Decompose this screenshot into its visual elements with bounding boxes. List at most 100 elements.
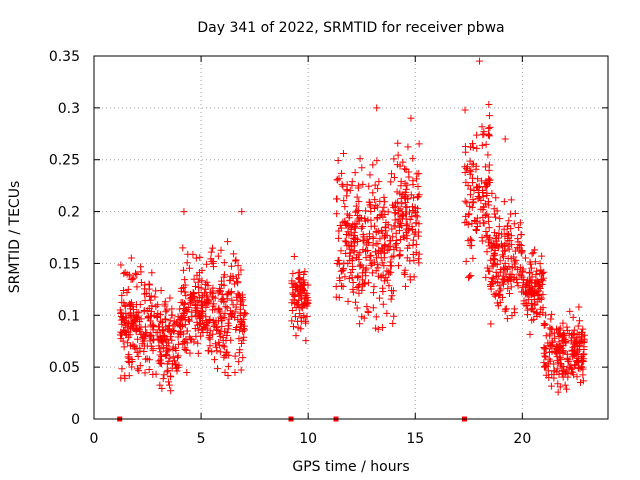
data-point — [365, 182, 373, 190]
tick-labels: 0 5 10 15 20 0 0.05 0.1 0.15 0.2 0.25 0.3 0.35 — [49, 49, 531, 447]
data-point — [343, 242, 351, 250]
data-point — [468, 237, 476, 245]
data-point — [209, 302, 217, 310]
data-point — [290, 252, 298, 260]
data-point — [157, 286, 165, 294]
data-point — [158, 353, 166, 361]
data-point — [187, 335, 195, 343]
data-point — [364, 307, 372, 315]
y-tick-label: 0 — [71, 412, 80, 428]
data-point — [503, 230, 511, 238]
data-point — [513, 279, 521, 287]
data-point — [360, 237, 368, 245]
data-point — [409, 225, 417, 233]
data-point — [296, 283, 304, 291]
data-point — [469, 198, 477, 206]
data-point — [528, 273, 536, 281]
data-point — [343, 210, 351, 218]
data-point — [385, 282, 393, 290]
data-point — [372, 324, 380, 332]
data-point — [399, 158, 407, 166]
data-point — [299, 304, 307, 312]
data-point — [181, 307, 189, 314]
data-point — [183, 339, 191, 347]
data-point — [149, 371, 157, 379]
data-point — [207, 288, 215, 296]
data-point — [355, 207, 363, 215]
data-point — [569, 350, 577, 358]
data-point — [163, 335, 171, 343]
data-point — [548, 310, 556, 318]
data-point — [134, 352, 142, 360]
data-point — [573, 373, 581, 381]
data-point — [146, 296, 154, 304]
data-point — [159, 343, 167, 351]
data-point — [378, 259, 386, 267]
data-point — [517, 249, 525, 257]
data-point — [174, 354, 182, 362]
data-point — [237, 298, 245, 306]
data-point — [366, 230, 374, 238]
data-point — [462, 165, 470, 173]
data-point — [128, 358, 136, 366]
data-point — [226, 276, 234, 284]
data-point — [493, 261, 501, 269]
data-point — [377, 210, 385, 218]
data-point — [304, 281, 312, 289]
data-point — [288, 307, 296, 315]
data-point — [342, 250, 350, 258]
data-point — [550, 329, 558, 337]
y-tick-label: 0.1 — [58, 308, 80, 324]
data-point — [380, 249, 388, 257]
data-point — [514, 282, 522, 290]
data-point — [354, 251, 362, 259]
data-point — [504, 231, 512, 239]
data-point — [173, 367, 181, 375]
data-point — [466, 166, 474, 174]
data-point — [506, 270, 514, 278]
data-point — [170, 327, 178, 335]
data-point — [402, 193, 410, 201]
data-point — [367, 261, 375, 269]
data-point — [368, 269, 376, 277]
data-point — [160, 331, 168, 339]
data-point — [240, 333, 248, 341]
data-point — [204, 347, 212, 355]
data-point — [463, 218, 471, 226]
data-point — [170, 357, 178, 365]
data-point — [554, 358, 562, 366]
data-point — [558, 370, 566, 378]
data-point — [387, 295, 395, 303]
data-point — [573, 335, 581, 343]
data-point — [545, 348, 553, 356]
data-point — [134, 335, 142, 343]
data-point — [401, 282, 409, 290]
data-point — [473, 131, 481, 139]
data-point — [181, 281, 189, 289]
data-point — [233, 293, 241, 301]
data-point — [120, 318, 128, 326]
data-point — [415, 250, 423, 258]
data-point — [505, 217, 513, 225]
data-point — [184, 250, 192, 258]
data-point — [195, 283, 203, 291]
data-point — [370, 283, 378, 291]
data-point — [404, 244, 412, 252]
data-point — [401, 165, 409, 173]
data-point — [393, 188, 401, 196]
data-point — [492, 289, 500, 297]
data-point — [579, 325, 587, 333]
data-point — [147, 292, 155, 300]
data-point — [507, 277, 515, 285]
data-point — [462, 257, 470, 265]
data-point — [484, 213, 492, 221]
data-point — [387, 178, 395, 186]
data-point — [409, 236, 417, 244]
data-point — [414, 232, 422, 240]
data-point — [409, 177, 417, 185]
data-point — [579, 371, 587, 379]
data-point — [235, 358, 243, 366]
data-point — [217, 280, 225, 288]
data-point — [294, 301, 302, 309]
data-point — [370, 258, 378, 266]
